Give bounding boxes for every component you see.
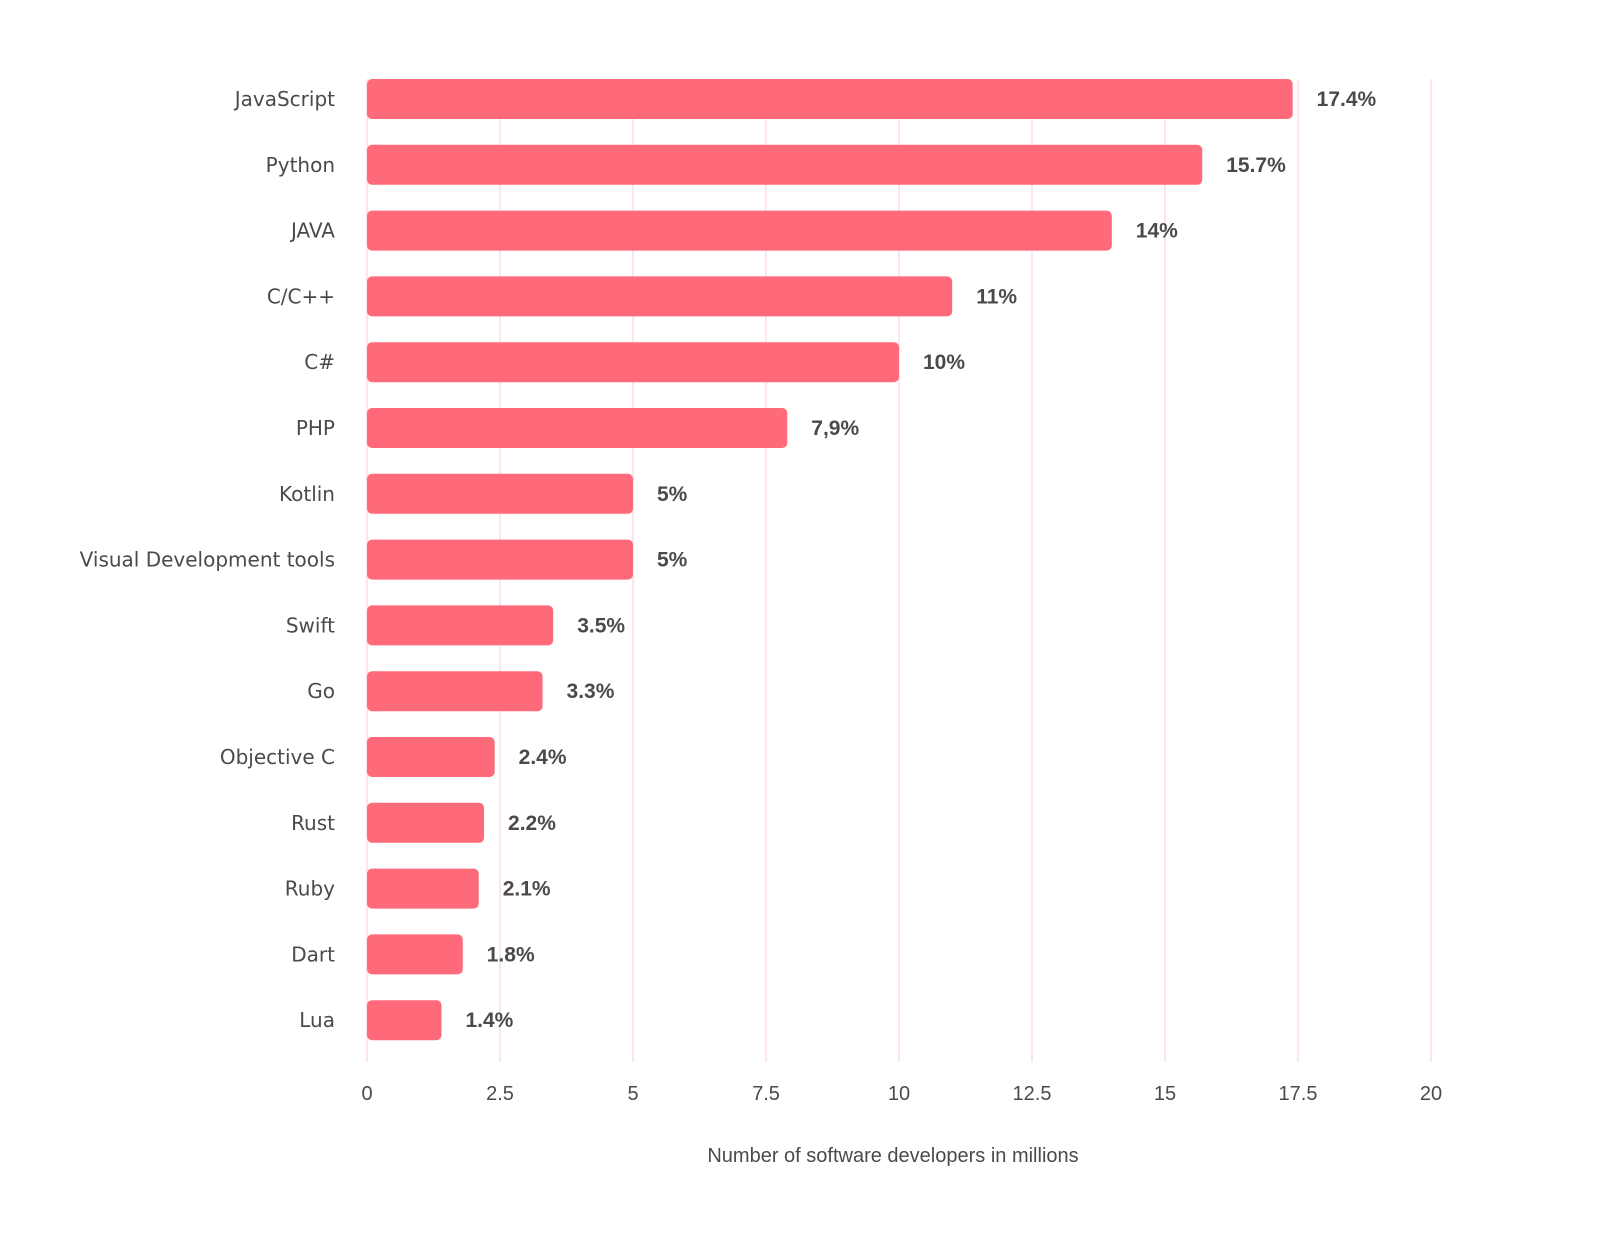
x-tick-label: 5 [627, 1083, 638, 1105]
category-label: Rust [291, 811, 335, 835]
category-label: JavaScript [233, 87, 335, 111]
x-tick-label: 20 [1420, 1083, 1442, 1105]
category-label: Visual Development tools [80, 548, 335, 572]
data-label: 3.3% [567, 680, 615, 703]
data-label: 2.1% [503, 878, 551, 901]
category-label: Kotlin [279, 482, 335, 506]
data-label: 2.2% [508, 812, 556, 835]
data-label: 11% [976, 285, 1017, 308]
bar [367, 671, 543, 712]
x-tick-label: 17.5 [1279, 1083, 1318, 1105]
category-label: C# [304, 350, 335, 374]
x-tick-label: 2.5 [486, 1083, 514, 1105]
bar [367, 605, 554, 646]
bar [367, 408, 788, 448]
bar [367, 934, 463, 975]
bar [367, 276, 953, 317]
bar [367, 868, 479, 909]
bar [367, 210, 1112, 251]
bar [367, 802, 485, 843]
category-label: Lua [299, 1008, 335, 1032]
category-label: Dart [291, 942, 335, 966]
data-label: 3.5% [577, 614, 625, 637]
data-label: 7,9% [811, 417, 859, 440]
x-tick-label: 12.5 [1013, 1083, 1052, 1105]
bar [367, 144, 1203, 185]
category-label: Ruby [285, 877, 335, 901]
category-label: PHP [296, 416, 335, 440]
data-label: 1.4% [465, 1009, 513, 1032]
data-label: 14% [1136, 220, 1178, 243]
data-label: 10% [923, 351, 965, 374]
category-label: Swift [286, 613, 335, 637]
bar [367, 342, 899, 383]
category-label: Objective C [220, 745, 335, 769]
data-label: 2.4% [519, 746, 567, 769]
x-tick-label: 10 [888, 1083, 910, 1105]
x-axis-title: Number of software developers in million… [707, 1145, 1078, 1167]
category-label: Go [307, 679, 335, 703]
x-tick-label: 0 [361, 1083, 372, 1105]
bar [367, 539, 633, 580]
bar [367, 79, 1293, 119]
value-labels: 17.4% 15.7% 14% 11% 10% 7,9% 5% 5% 3.5% 3.3% 2.4% 2… [465, 88, 1376, 1032]
x-tick-label: 7.5 [752, 1083, 780, 1105]
bar [367, 737, 495, 777]
bar [367, 473, 633, 514]
category-labels: JavaScript Python JAVA C/C++ C# PHP Kotlin Visu… [80, 87, 336, 1032]
data-label: 5% [657, 549, 688, 572]
x-axis-ticks: 0 2.5 5 7.5 10 12.5 15 17.5 20 [361, 1083, 1442, 1105]
category-label: Python [266, 153, 335, 177]
category-label: C/C++ [267, 284, 335, 308]
data-label: 5% [657, 483, 688, 506]
bars [367, 79, 1293, 1041]
x-tick-label: 15 [1154, 1083, 1176, 1105]
data-label: 15.7% [1226, 154, 1286, 177]
bar [367, 1000, 442, 1041]
data-label: 1.8% [487, 943, 535, 966]
data-label: 17.4% [1317, 88, 1377, 111]
category-label: JAVA [289, 219, 335, 243]
